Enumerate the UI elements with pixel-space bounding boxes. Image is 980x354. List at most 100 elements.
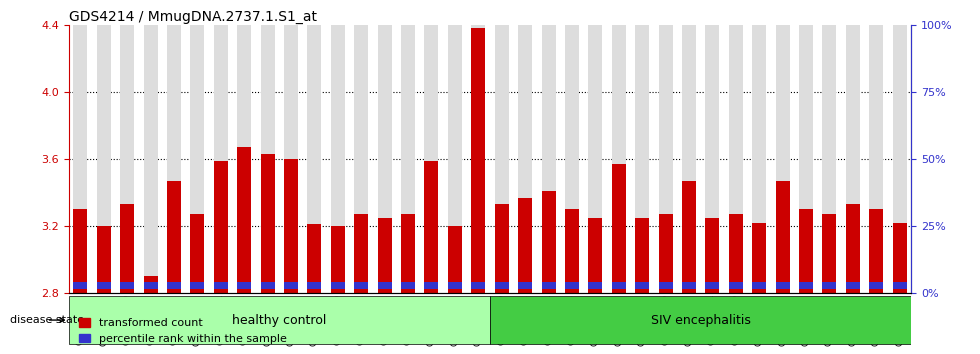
Bar — [612, 164, 626, 293]
Bar — [495, 25, 509, 293]
Bar — [69, 296, 490, 344]
Legend: transformed count, percentile rank within the sample: transformed count, percentile rank withi… — [74, 314, 291, 348]
Bar — [448, 226, 462, 293]
Bar — [401, 282, 416, 289]
Bar — [518, 25, 532, 293]
Bar — [121, 204, 134, 293]
Bar — [564, 25, 579, 293]
Bar — [331, 226, 345, 293]
Bar — [869, 282, 883, 289]
Bar — [846, 204, 859, 293]
Bar — [775, 181, 790, 293]
Text: disease state: disease state — [10, 315, 83, 325]
Bar — [542, 282, 556, 289]
Bar — [214, 161, 227, 293]
Bar — [682, 181, 696, 293]
Bar — [471, 28, 485, 293]
Bar — [775, 282, 790, 289]
Bar — [799, 282, 813, 289]
Bar — [729, 215, 743, 293]
Bar — [682, 282, 696, 289]
Bar — [237, 147, 251, 293]
Bar — [495, 282, 509, 289]
Bar — [775, 25, 790, 293]
Bar — [143, 276, 158, 293]
Bar — [518, 198, 532, 293]
Bar — [354, 215, 368, 293]
Bar — [588, 25, 603, 293]
Bar — [190, 282, 205, 289]
Bar — [284, 282, 298, 289]
Text: healthy control: healthy control — [232, 314, 326, 327]
Bar — [799, 209, 813, 293]
Bar — [401, 25, 416, 293]
Bar — [74, 209, 87, 293]
Text: SIV encephalitis: SIV encephalitis — [651, 314, 751, 327]
Text: GDS4214 / MmugDNA.2737.1.S1_at: GDS4214 / MmugDNA.2737.1.S1_at — [69, 10, 317, 24]
Bar — [121, 282, 134, 289]
Bar — [261, 282, 274, 289]
Bar — [564, 282, 579, 289]
Bar — [635, 25, 649, 293]
Bar — [542, 25, 556, 293]
Bar — [308, 282, 321, 289]
Bar — [121, 25, 134, 293]
Bar — [753, 25, 766, 293]
Bar — [893, 223, 907, 293]
Bar — [377, 25, 392, 293]
Bar — [143, 282, 158, 289]
Bar — [869, 25, 883, 293]
Bar — [753, 223, 766, 293]
Bar — [706, 25, 719, 293]
Bar — [424, 161, 438, 293]
Bar — [261, 25, 274, 293]
Bar — [706, 218, 719, 293]
Bar — [635, 282, 649, 289]
Bar — [354, 25, 368, 293]
Bar — [424, 282, 438, 289]
Bar — [588, 282, 603, 289]
Bar — [635, 218, 649, 293]
Bar — [542, 191, 556, 293]
Bar — [167, 181, 181, 293]
Bar — [74, 25, 87, 293]
Bar — [448, 25, 462, 293]
Bar — [706, 282, 719, 289]
Bar — [424, 25, 438, 293]
Bar — [74, 282, 87, 289]
Bar — [822, 25, 837, 293]
Bar — [331, 282, 345, 289]
Bar — [659, 215, 672, 293]
Bar — [308, 25, 321, 293]
Bar — [846, 282, 859, 289]
Bar — [659, 282, 672, 289]
Bar — [97, 282, 111, 289]
Bar — [284, 25, 298, 293]
Bar — [354, 282, 368, 289]
Bar — [495, 204, 509, 293]
Bar — [261, 154, 274, 293]
Bar — [167, 282, 181, 289]
Bar — [799, 25, 813, 293]
Bar — [822, 282, 837, 289]
Bar — [237, 25, 251, 293]
Bar — [377, 282, 392, 289]
Bar — [682, 25, 696, 293]
Bar — [729, 282, 743, 289]
Bar — [471, 25, 485, 293]
Bar — [331, 25, 345, 293]
Bar — [471, 282, 485, 289]
Bar — [869, 209, 883, 293]
Bar — [97, 25, 111, 293]
Bar — [893, 282, 907, 289]
Bar — [564, 209, 579, 293]
Bar — [846, 25, 859, 293]
Bar — [190, 25, 205, 293]
Bar — [214, 282, 227, 289]
Bar — [612, 282, 626, 289]
Bar — [237, 282, 251, 289]
Bar — [612, 25, 626, 293]
Bar — [97, 226, 111, 293]
Bar — [588, 218, 603, 293]
Bar — [190, 215, 205, 293]
